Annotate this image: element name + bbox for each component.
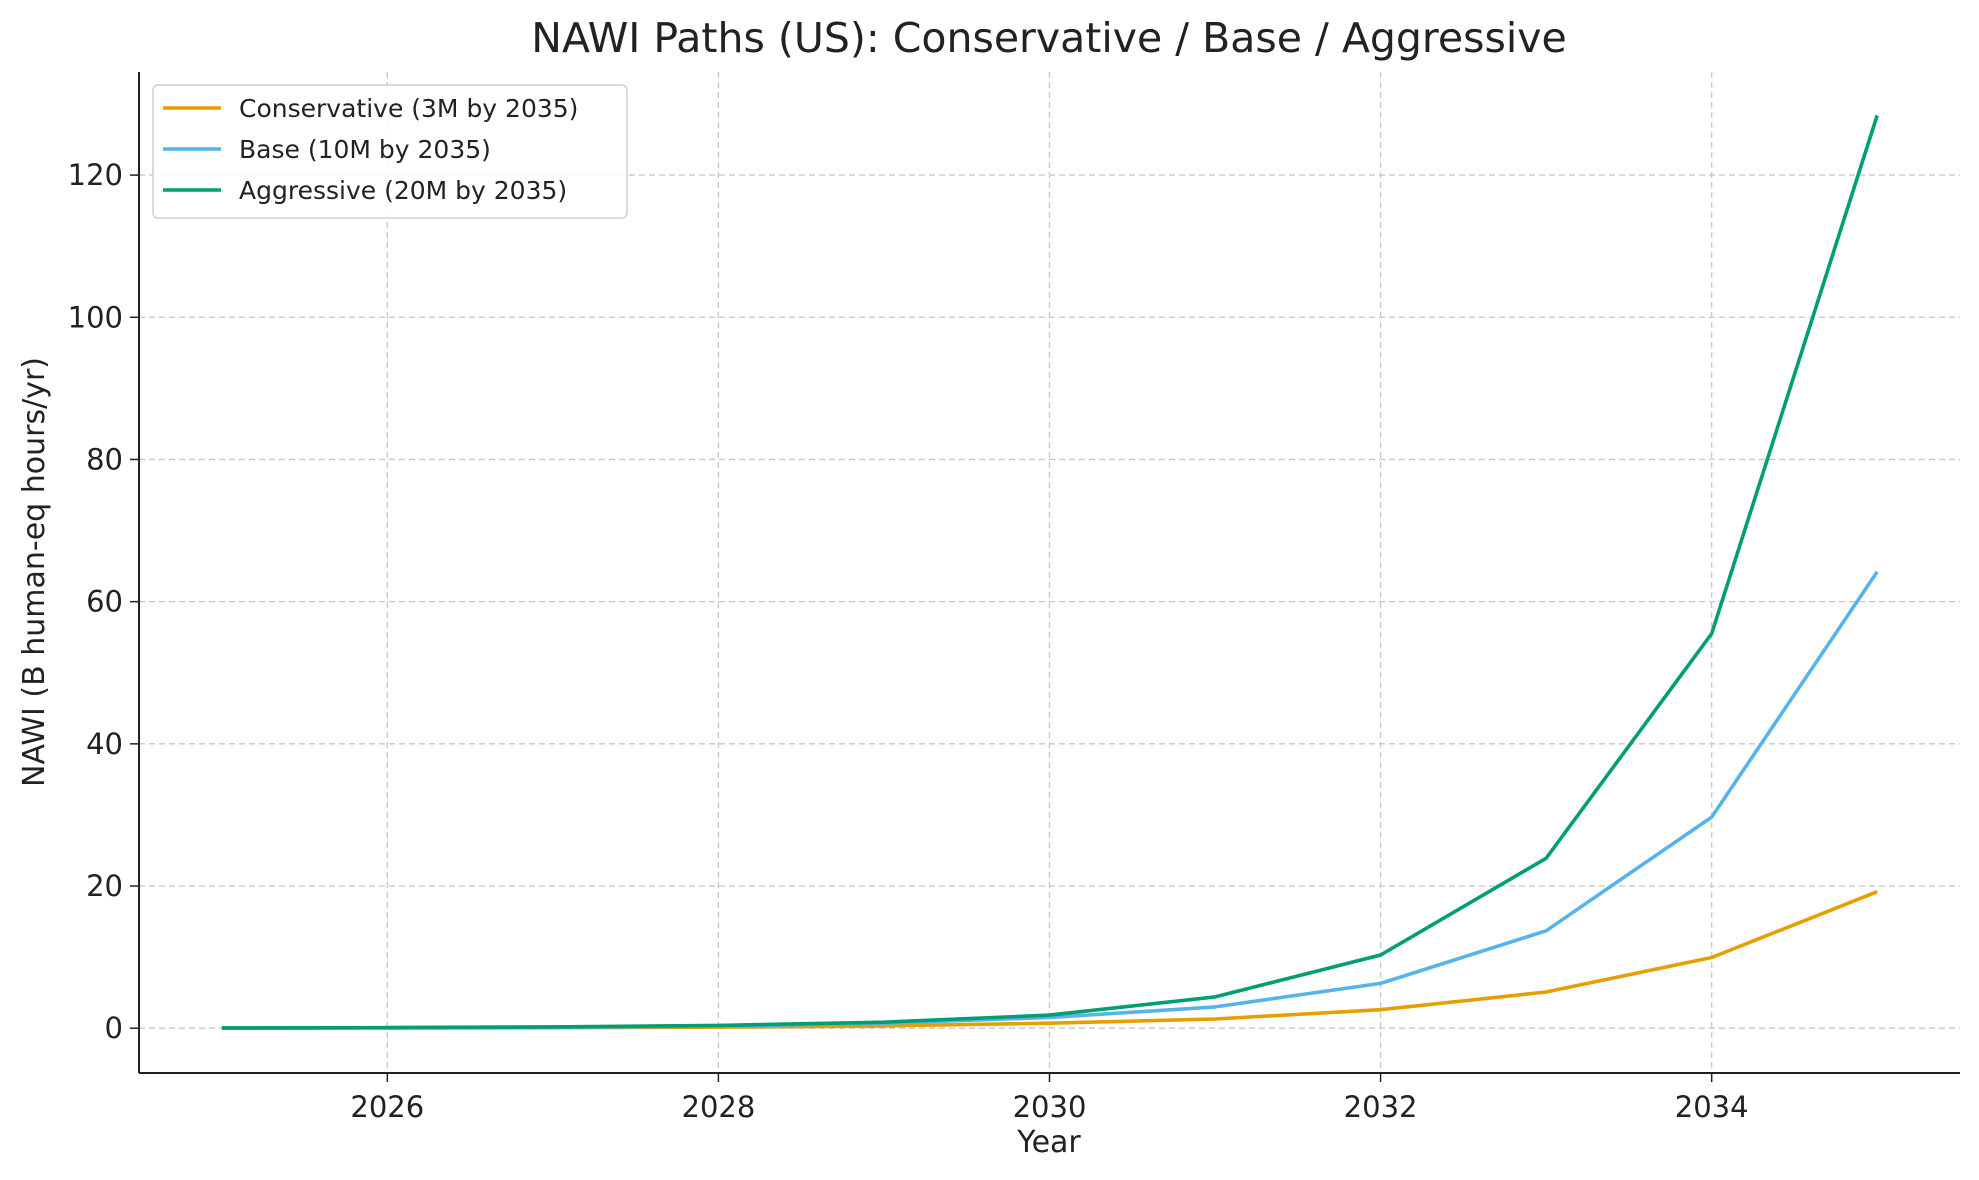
x-axis-label: Year bbox=[1016, 1125, 1081, 1160]
series-lines bbox=[221, 114, 1879, 1030]
x-tick-label: 2026 bbox=[350, 1090, 424, 1124]
legend-label: Base (10M by 2035) bbox=[239, 135, 491, 164]
y-tick-label: 40 bbox=[86, 727, 123, 761]
chart-title: NAWI Paths (US): Conservative / Base / A… bbox=[531, 14, 1566, 62]
tick-labels: 2026 2028 2030 2032 2034 0 20 40 60 80 100 120 bbox=[68, 158, 1749, 1124]
legend-label: Aggressive (20M by 2035) bbox=[239, 176, 567, 205]
x-tick-label: 2034 bbox=[1675, 1090, 1749, 1124]
series-line-base bbox=[221, 570, 1879, 1030]
legend: Conservative (3M by 2035) Base (10M by 20… bbox=[152, 84, 628, 219]
x-tick-label: 2032 bbox=[1344, 1090, 1418, 1124]
y-tick-label: 0 bbox=[105, 1011, 123, 1045]
y-tick-label: 80 bbox=[86, 442, 123, 476]
y-tick-label: 100 bbox=[68, 300, 123, 334]
axes bbox=[130, 72, 1960, 1082]
x-tick-label: 2030 bbox=[1013, 1090, 1087, 1124]
y-tick-label: 120 bbox=[68, 158, 123, 192]
y-tick-label: 20 bbox=[86, 869, 123, 903]
y-tick-label: 60 bbox=[86, 585, 123, 619]
grid bbox=[139, 72, 1960, 1073]
legend-box bbox=[152, 84, 628, 219]
y-axis-label: NAWI (B human-eq hours/yr) bbox=[17, 357, 52, 787]
legend-label: Conservative (3M by 2035) bbox=[239, 94, 578, 123]
x-tick-label: 2028 bbox=[682, 1090, 756, 1124]
series-line-aggressive bbox=[221, 114, 1879, 1030]
